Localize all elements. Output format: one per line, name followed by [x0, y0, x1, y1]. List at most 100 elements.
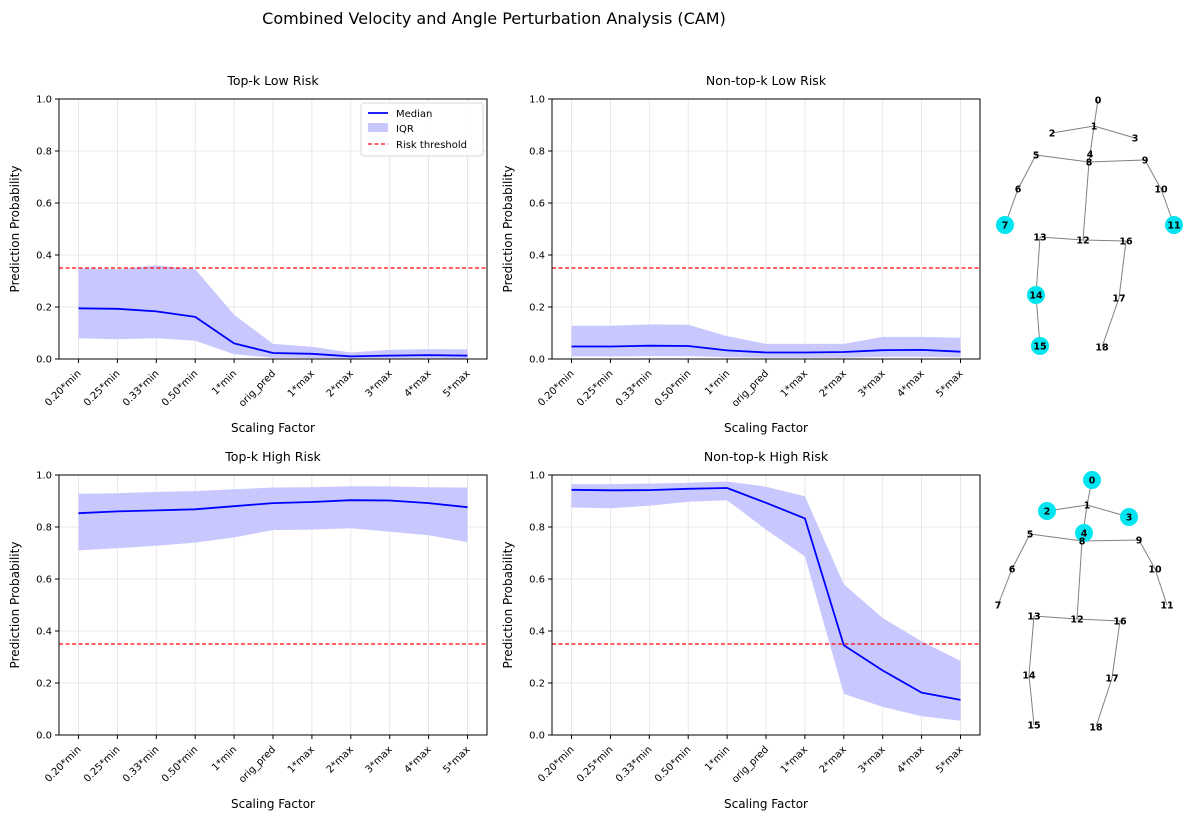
joint-label: 14	[1029, 291, 1043, 302]
charts-area: 0.00.20.40.60.81.00.20*min0.25*min0.33*m…	[8, 73, 981, 811]
y-tick-label: 0.6	[36, 575, 52, 586]
x-tick-label: 3*max	[857, 368, 888, 399]
y-tick-label: 0.2	[529, 303, 545, 314]
y-axis-label: Prediction Probability	[501, 542, 515, 669]
y-tick-label: 0.2	[529, 679, 545, 690]
y-tick-label: 0.0	[529, 731, 545, 742]
x-tick-label: 0.33*min	[614, 744, 654, 784]
joint-label: 13	[1033, 233, 1046, 244]
x-tick-label: 4*max	[402, 744, 433, 775]
y-axis-label: Prediction Probability	[501, 166, 515, 293]
x-tick-label: 0.20*min	[536, 744, 576, 784]
joint-label: 16	[1113, 617, 1127, 628]
x-tick-label: 0.20*min	[43, 744, 83, 784]
x-axis-label: Scaling Factor	[724, 797, 808, 811]
chart-title: Non-top-k High Risk	[704, 449, 829, 464]
skeleton-bone	[1033, 615, 1078, 620]
skeleton-bone	[1111, 620, 1121, 679]
y-tick-label: 0.4	[529, 251, 545, 262]
x-tick-label: orig_pred	[237, 368, 278, 409]
iqr-band	[571, 324, 961, 358]
iqr-band	[78, 265, 468, 359]
chart-title: Non-top-k Low Risk	[706, 73, 827, 88]
skeleton-bone	[1088, 125, 1095, 163]
joint-label: 17	[1105, 674, 1118, 685]
chart-title: Top-k Low Risk	[226, 73, 319, 88]
y-tick-label: 0.4	[36, 251, 52, 262]
joint-label: 11	[1167, 221, 1180, 232]
highlighted-joint	[1120, 508, 1138, 526]
x-tick-label: 1*min	[210, 368, 239, 397]
x-tick-label: 4*max	[402, 368, 433, 399]
y-tick-label: 0.0	[529, 355, 545, 366]
joint-label: 16	[1119, 237, 1133, 248]
x-tick-label: 0.25*min	[575, 744, 615, 784]
y-tick-label: 0.0	[36, 355, 52, 366]
joint-label: 5	[1033, 151, 1040, 162]
y-tick-label: 0.0	[36, 731, 52, 742]
y-tick-label: 1.0	[529, 95, 545, 106]
highlighted-joint	[1027, 286, 1045, 304]
x-tick-label: 3*max	[364, 744, 395, 775]
y-tick-label: 0.6	[529, 575, 545, 586]
x-tick-label: 1*max	[779, 744, 810, 775]
skeleton-bone	[1076, 618, 1121, 622]
x-tick-label: 2*max	[818, 744, 849, 775]
iqr-band	[571, 481, 961, 721]
joint-label: 8	[1079, 537, 1086, 548]
skeleton-bone	[1029, 533, 1083, 542]
joint-label: 14	[1022, 671, 1036, 682]
legend-box	[360, 102, 484, 157]
chart-panel: 0.0 0.2 0.4 0.6 0.8 1.0 0.20*min0.25*min0.33*m…	[8, 449, 488, 811]
joint-label: 13	[1027, 612, 1040, 623]
skeleton-bone	[1017, 154, 1037, 190]
joint-label: 7	[1002, 221, 1009, 232]
joint-label: 3	[1126, 513, 1133, 524]
chart-panel: 0.0 0.2 0.4 0.6 0.8 1.0 0.20*min0.25*min0.33*m…	[501, 449, 981, 811]
x-tick-label: 2*max	[818, 368, 849, 399]
y-tick-label: 1.0	[36, 95, 52, 106]
x-axis-label: Scaling Factor	[231, 421, 315, 435]
joint-label: 2	[1044, 507, 1051, 518]
x-tick-label: 0.25*min	[82, 744, 122, 784]
chart-title: Top-k High Risk	[224, 449, 321, 464]
y-tick-label: 0.4	[36, 627, 52, 638]
joint-label: 4	[1081, 529, 1088, 540]
skeleton-bone	[1076, 540, 1083, 620]
joint-label: 4	[1087, 150, 1094, 161]
legend: Median IQR Risk threshold	[360, 102, 484, 157]
y-tick-label: 1.0	[36, 471, 52, 482]
legend-iqr-swatch	[368, 123, 388, 132]
joint-label: 3	[1132, 134, 1139, 145]
x-tick-label: 1*min	[210, 744, 239, 773]
iqr-band	[78, 486, 468, 551]
y-axis-label: Prediction Probability	[8, 166, 22, 293]
x-tick-label: 1*max	[286, 368, 317, 399]
joint-label: 9	[1142, 156, 1149, 167]
joint-label: 15	[1027, 721, 1040, 732]
y-tick-label: 0.6	[36, 199, 52, 210]
x-axis-label: Scaling Factor	[724, 421, 808, 435]
legend-iqr-label: IQR	[396, 124, 414, 135]
x-axis-label: Scaling Factor	[231, 797, 315, 811]
x-tick-label: 0.50*min	[160, 368, 200, 408]
skeleton-bone	[1101, 297, 1120, 348]
median-line	[78, 499, 468, 515]
skeleton-bone	[1081, 539, 1140, 542]
skeleton-bone	[1039, 236, 1084, 241]
x-tick-label: 2*max	[325, 368, 356, 399]
joint-label: 6	[1015, 185, 1022, 196]
joint-label: 2	[1049, 129, 1056, 140]
skeleton-bone	[1144, 159, 1162, 190]
skeleton-bone	[1138, 539, 1156, 570]
x-tick-label: orig_pred	[237, 744, 278, 785]
skeleton-bone	[1028, 674, 1035, 726]
x-tick-label: 0.25*min	[575, 368, 615, 408]
joint-label: 0	[1095, 96, 1102, 107]
x-tick-label: 5*max	[934, 744, 965, 775]
joint-label: 15	[1033, 342, 1046, 353]
x-tick-label: 3*max	[364, 368, 395, 399]
x-tick-label: 1*min	[703, 368, 732, 397]
x-tick-label: 0.33*min	[121, 744, 161, 784]
